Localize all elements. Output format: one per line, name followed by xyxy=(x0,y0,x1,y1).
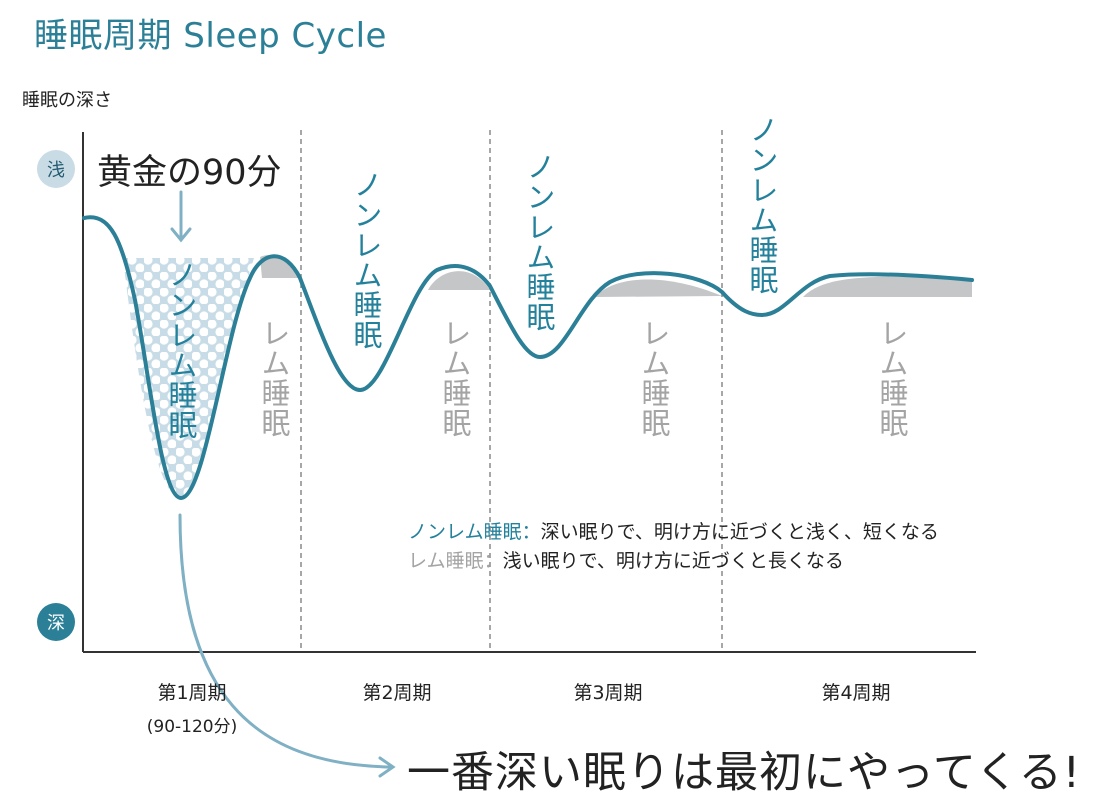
rem-label-cycle-3: レム睡眠 xyxy=(637,318,671,438)
rem-area-2 xyxy=(428,271,490,290)
nrem-label-cycle-2: ノンレム睡眠 xyxy=(349,170,383,350)
nrem-label-cycle-4: ノンレム睡眠 xyxy=(745,115,779,295)
sleep-depth-curve xyxy=(82,215,974,500)
rem-area-4 xyxy=(803,276,972,297)
conclusion-arrow xyxy=(178,513,396,778)
rem-label-cycle-2: レム睡眠 xyxy=(438,318,472,438)
rem-label-cycle-4: レム睡眠 xyxy=(875,318,909,438)
rem-label-cycle-1: レム睡眠 xyxy=(257,318,291,438)
deep-sleep-fill xyxy=(123,258,254,498)
shallow-marker: 浅 xyxy=(37,150,75,188)
cycle-label-4: 第4周期 xyxy=(821,682,891,704)
cycle-1-duration: (90-120分) xyxy=(146,717,238,737)
legend-nrem: ノンレム睡眠：深い眠りで、明け方に近づくと浅く、短くなる xyxy=(408,517,939,544)
y-axis-label: 睡眠の深さ xyxy=(22,90,112,111)
deep-marker: 深 xyxy=(37,603,75,641)
cycle-label-2: 第2周期 xyxy=(362,682,432,704)
legend-rem-key: レム睡眠： xyxy=(408,550,503,572)
nrem-label-cycle-3: ノンレム睡眠 xyxy=(522,152,556,332)
cycle-label-1: 第1周期 xyxy=(157,682,227,704)
legend-nrem-key: ノンレム睡眠： xyxy=(408,521,541,543)
rem-area-1 xyxy=(260,254,302,278)
cycle-label-3: 第3周期 xyxy=(573,682,643,704)
nrem-label-cycle-1: ノンレム睡眠 xyxy=(164,260,198,440)
conclusion-text: 一番深い眠りは最初にやってくる! xyxy=(407,748,1081,798)
golden-arrow xyxy=(170,190,192,243)
golden-90-label: 黄金の90分 xyxy=(97,153,282,193)
page-title: 睡眠周期 Sleep Cycle xyxy=(34,16,387,56)
legend-rem: レム睡眠：浅い眠りで、明け方に近づくと長くなる xyxy=(408,546,844,573)
rem-area-3 xyxy=(596,279,722,297)
legend-nrem-text: 深い眠りで、明け方に近づくと浅く、短くなる xyxy=(540,521,939,543)
legend-rem-text: 浅い眠りで、明け方に近づくと長くなる xyxy=(502,550,844,572)
